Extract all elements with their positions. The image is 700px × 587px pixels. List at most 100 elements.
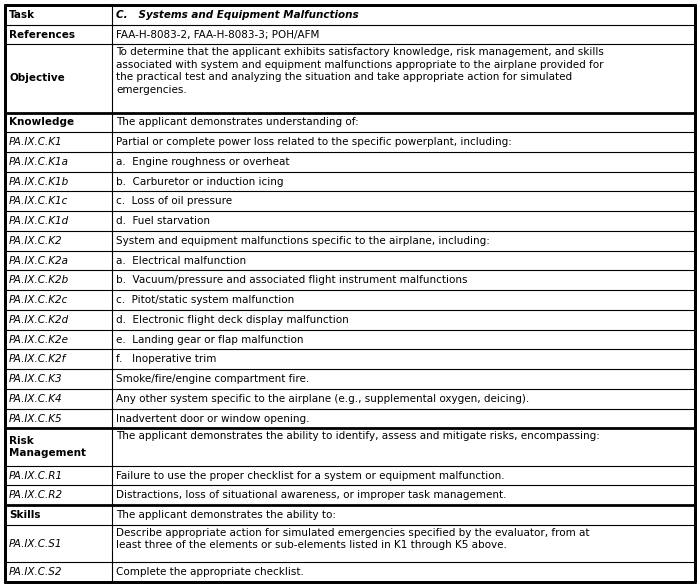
- Text: Smoke/fire/engine compartment fire.: Smoke/fire/engine compartment fire.: [116, 374, 309, 384]
- Text: PA.IX.C.R2: PA.IX.C.R2: [9, 490, 63, 500]
- Bar: [5, 271, 112, 290]
- Text: Objective: Objective: [9, 73, 64, 83]
- Text: The applicant demonstrates the ability to identify, assess and mitigate risks, e: The applicant demonstrates the ability t…: [116, 431, 600, 441]
- Text: PA.IX.C.K5: PA.IX.C.K5: [9, 414, 62, 424]
- Bar: [5, 330, 112, 349]
- Bar: [112, 191, 695, 211]
- Text: PA.IX.C.R1: PA.IX.C.R1: [9, 471, 63, 481]
- Text: PA.IX.C.K1c: PA.IX.C.K1c: [9, 197, 69, 207]
- Bar: [112, 231, 695, 251]
- Text: References: References: [9, 29, 75, 39]
- Text: Describe appropriate action for simulated emergencies specified by the evaluator: Describe appropriate action for simulate…: [116, 528, 589, 551]
- Bar: [5, 211, 112, 231]
- Bar: [112, 45, 695, 113]
- Bar: [5, 369, 112, 389]
- Bar: [5, 172, 112, 191]
- Text: PA.IX.C.K2a: PA.IX.C.K2a: [9, 255, 69, 265]
- Bar: [112, 113, 695, 132]
- Bar: [112, 562, 695, 582]
- Bar: [5, 152, 112, 172]
- Bar: [112, 132, 695, 152]
- Bar: [5, 5, 112, 25]
- Text: Distractions, loss of situational awareness, or improper task management.: Distractions, loss of situational awaren…: [116, 490, 507, 500]
- Bar: [112, 271, 695, 290]
- Bar: [112, 211, 695, 231]
- Bar: [112, 290, 695, 310]
- Text: b.  Vacuum/pressure and associated flight instrument malfunctions: b. Vacuum/pressure and associated flight…: [116, 275, 468, 285]
- Text: Risk
Management: Risk Management: [9, 436, 86, 458]
- Bar: [5, 113, 112, 132]
- Bar: [112, 389, 695, 409]
- Text: PA.IX.C.K2c: PA.IX.C.K2c: [9, 295, 69, 305]
- Bar: [112, 485, 695, 505]
- Text: PA.IX.C.S1: PA.IX.C.S1: [9, 539, 62, 549]
- Text: PA.IX.C.K1b: PA.IX.C.K1b: [9, 177, 69, 187]
- Bar: [112, 172, 695, 191]
- Text: PA.IX.C.K2f: PA.IX.C.K2f: [9, 355, 66, 365]
- Text: PA.IX.C.K2e: PA.IX.C.K2e: [9, 335, 69, 345]
- Text: f.   Inoperative trim: f. Inoperative trim: [116, 355, 216, 365]
- Bar: [112, 25, 695, 45]
- Text: PA.IX.C.S2: PA.IX.C.S2: [9, 567, 62, 577]
- Text: Failure to use the proper checklist for a system or equipment malfunction.: Failure to use the proper checklist for …: [116, 471, 505, 481]
- Bar: [5, 485, 112, 505]
- Text: The applicant demonstrates understanding of:: The applicant demonstrates understanding…: [116, 117, 358, 127]
- Bar: [112, 251, 695, 271]
- Bar: [5, 231, 112, 251]
- Text: System and equipment malfunctions specific to the airplane, including:: System and equipment malfunctions specif…: [116, 236, 490, 246]
- Text: PA.IX.C.K2b: PA.IX.C.K2b: [9, 275, 69, 285]
- Bar: [5, 191, 112, 211]
- Text: Inadvertent door or window opening.: Inadvertent door or window opening.: [116, 414, 309, 424]
- Bar: [112, 429, 695, 465]
- Text: FAA-H-8083-2, FAA-H-8083-3; POH/AFM: FAA-H-8083-2, FAA-H-8083-3; POH/AFM: [116, 29, 319, 39]
- Text: a.  Electrical malfunction: a. Electrical malfunction: [116, 255, 246, 265]
- Bar: [5, 389, 112, 409]
- Text: The applicant demonstrates the ability to:: The applicant demonstrates the ability t…: [116, 510, 336, 520]
- Bar: [5, 290, 112, 310]
- Text: d.  Fuel starvation: d. Fuel starvation: [116, 216, 210, 226]
- Text: b.  Carburetor or induction icing: b. Carburetor or induction icing: [116, 177, 284, 187]
- Text: Partial or complete power loss related to the specific powerplant, including:: Partial or complete power loss related t…: [116, 137, 512, 147]
- Bar: [112, 369, 695, 389]
- Text: e.  Landing gear or flap malfunction: e. Landing gear or flap malfunction: [116, 335, 304, 345]
- Text: Knowledge: Knowledge: [9, 117, 74, 127]
- Text: PA.IX.C.K1a: PA.IX.C.K1a: [9, 157, 69, 167]
- Bar: [5, 465, 112, 485]
- Text: PA.IX.C.K3: PA.IX.C.K3: [9, 374, 62, 384]
- Text: PA.IX.C.K2: PA.IX.C.K2: [9, 236, 62, 246]
- Text: Complete the appropriate checklist.: Complete the appropriate checklist.: [116, 567, 304, 577]
- Bar: [5, 409, 112, 429]
- Bar: [5, 45, 112, 113]
- Text: a.  Engine roughness or overheat: a. Engine roughness or overheat: [116, 157, 290, 167]
- Bar: [5, 132, 112, 152]
- Bar: [5, 25, 112, 45]
- Bar: [5, 349, 112, 369]
- Bar: [5, 505, 112, 525]
- Bar: [112, 310, 695, 330]
- Text: d.  Electronic flight deck display malfunction: d. Electronic flight deck display malfun…: [116, 315, 349, 325]
- Bar: [112, 330, 695, 349]
- Text: PA.IX.C.K1: PA.IX.C.K1: [9, 137, 62, 147]
- Bar: [5, 429, 112, 465]
- Bar: [5, 525, 112, 562]
- Bar: [112, 465, 695, 485]
- Text: c.  Pitot/static system malfunction: c. Pitot/static system malfunction: [116, 295, 294, 305]
- Bar: [5, 310, 112, 330]
- Bar: [112, 525, 695, 562]
- Text: Any other system specific to the airplane (e.g., supplemental oxygen, deicing).: Any other system specific to the airplan…: [116, 394, 529, 404]
- Bar: [5, 562, 112, 582]
- Text: PA.IX.C.K4: PA.IX.C.K4: [9, 394, 62, 404]
- Bar: [112, 505, 695, 525]
- Text: Skills: Skills: [9, 510, 41, 520]
- Bar: [112, 152, 695, 172]
- Text: PA.IX.C.K1d: PA.IX.C.K1d: [9, 216, 69, 226]
- Text: C.   Systems and Equipment Malfunctions: C. Systems and Equipment Malfunctions: [116, 10, 358, 20]
- Text: PA.IX.C.K2d: PA.IX.C.K2d: [9, 315, 69, 325]
- Bar: [112, 349, 695, 369]
- Text: c.  Loss of oil pressure: c. Loss of oil pressure: [116, 197, 232, 207]
- Text: To determine that the applicant exhibits satisfactory knowledge, risk management: To determine that the applicant exhibits…: [116, 48, 604, 95]
- Bar: [112, 5, 695, 25]
- Bar: [112, 409, 695, 429]
- Text: Task: Task: [9, 10, 35, 20]
- Bar: [5, 251, 112, 271]
